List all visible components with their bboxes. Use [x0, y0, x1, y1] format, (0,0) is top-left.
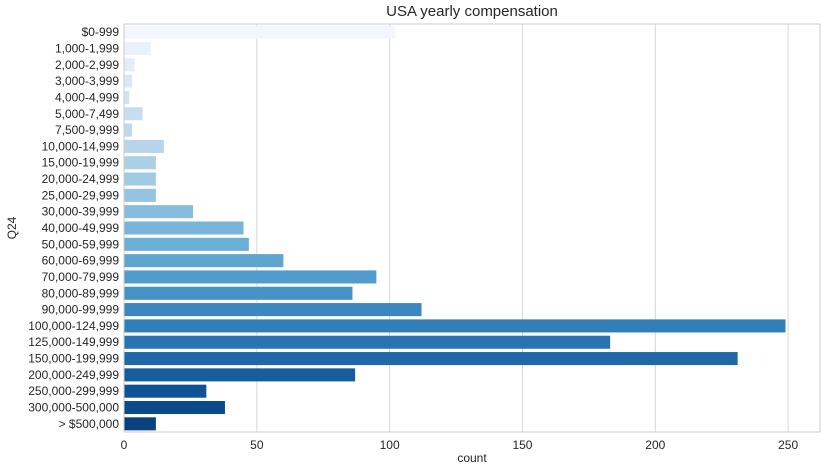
y-tick-label: 100,000-124,999 [28, 319, 119, 333]
x-tick-label: 150 [512, 438, 532, 452]
y-tick-label: 40,000-49,999 [42, 221, 120, 235]
x-tick-label: 250 [778, 438, 798, 452]
y-tick-label: 4,000-4,999 [55, 90, 119, 104]
chart-title: USA yearly compensation [386, 3, 558, 20]
y-tick-label: 30,000-39,999 [42, 205, 120, 219]
bar [124, 319, 786, 333]
bar [124, 384, 207, 398]
bar [124, 352, 738, 366]
y-tick-label: 125,000-149,999 [28, 335, 119, 349]
y-tick-label: 90,000-99,999 [42, 303, 120, 317]
y-axis-label: Q24 [5, 216, 19, 239]
bar [124, 90, 130, 104]
x-axis-label: count [457, 451, 487, 465]
bar [124, 25, 395, 39]
bar [124, 74, 132, 88]
bar [124, 368, 356, 382]
x-tick-labels: 0 50 100 150 200 250 [121, 438, 799, 452]
y-tick-label: 80,000-89,999 [42, 286, 120, 300]
y-tick-label: 150,000-199,999 [28, 352, 119, 366]
y-tick-labels: $0-999 1,000-1,999 2,000-2,999 3,000-3,999 4… [28, 25, 119, 431]
bar [124, 41, 151, 56]
bar [124, 400, 225, 415]
bar [124, 286, 353, 300]
y-tick-label: 20,000-24,999 [42, 172, 120, 186]
y-tick-label: 70,000-79,999 [42, 270, 120, 284]
y-tick-label: 7,500-9,999 [55, 123, 119, 137]
y-tick-label: 1,000-1,999 [55, 41, 119, 55]
y-tick-label: 250,000-299,999 [28, 384, 119, 398]
bar [124, 303, 422, 317]
plot-frame [123, 23, 821, 433]
x-tick-label: 200 [645, 438, 665, 452]
bar [124, 221, 244, 235]
bar [124, 123, 132, 137]
x-tick-label: 50 [250, 438, 264, 452]
y-tick-label: 3,000-3,999 [55, 74, 119, 88]
y-tick-label: 60,000-69,999 [42, 254, 120, 268]
y-tick-label: 10,000-14,999 [42, 139, 120, 153]
bar [124, 172, 156, 186]
x-tick-label: 100 [380, 438, 400, 452]
y-tick-label: 2,000-2,999 [55, 58, 119, 72]
bar [124, 139, 164, 153]
bar [124, 188, 156, 202]
bar [124, 205, 194, 219]
bar [124, 58, 135, 72]
bar [124, 156, 156, 170]
bar [124, 270, 377, 284]
y-tick-label: 5,000-7,499 [55, 107, 119, 121]
bar [124, 237, 249, 251]
y-tick-label: $0-999 [82, 25, 120, 39]
bars [124, 25, 786, 431]
bar [124, 417, 156, 431]
y-tick-label: 15,000-19,999 [42, 156, 120, 170]
y-tick-label: 25,000-29,999 [42, 188, 120, 202]
bar [124, 254, 284, 268]
bar [124, 335, 611, 349]
y-tick-label: 50,000-59,999 [42, 237, 120, 251]
x-tick-label: 0 [121, 438, 128, 452]
y-tick-label: > $500,000 [59, 417, 120, 431]
y-tick-label: 300,000-500,000 [28, 401, 119, 415]
bar [124, 107, 143, 121]
y-tick-label: 200,000-249,999 [28, 368, 119, 382]
